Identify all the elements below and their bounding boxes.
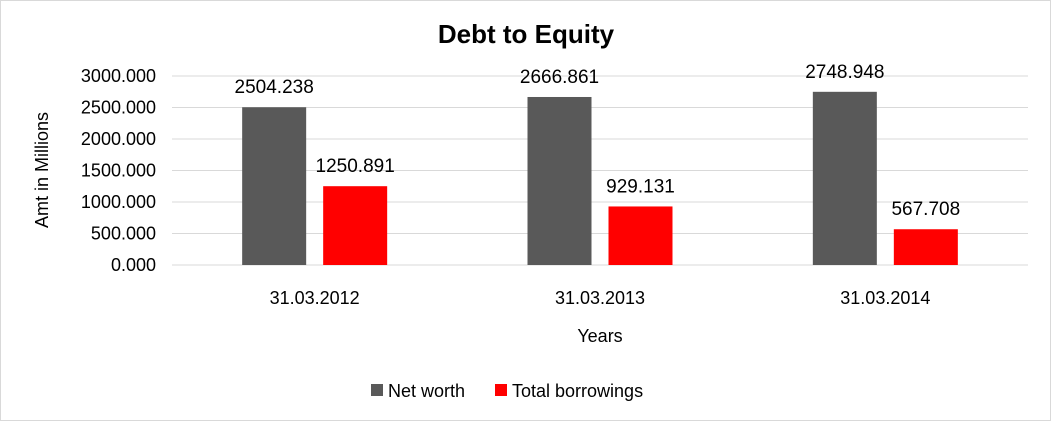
legend: Net worth Total borrowings: [371, 381, 643, 401]
bar-total-borrowings: [323, 186, 388, 265]
bar-net-worth: [527, 96, 592, 265]
data-label: 567.708: [891, 199, 960, 220]
data-label: 2666.861: [520, 67, 599, 88]
bar-net-worth: [242, 107, 307, 266]
bar-net-worth: [812, 91, 877, 265]
y-tick-label: 3000.000: [81, 66, 156, 86]
legend-swatch: [371, 384, 383, 396]
y-tick-label: 1000.000: [81, 192, 156, 212]
chart-title: Debt to Equity: [438, 19, 615, 49]
y-tick-label: 500.000: [91, 224, 156, 244]
y-axis-ticks: 0.000 500.000 1000.000 1500.000 2000.000 2500…: [81, 66, 156, 275]
legend-swatch: [495, 384, 507, 396]
y-axis-label: Amt in Millions: [32, 112, 52, 228]
x-axis-ticks: 31.03.2012 31.03.2013 31.03.2014: [270, 288, 931, 308]
data-label: 1250.891: [316, 156, 395, 177]
data-labels: 2504.238 1250.891 2666.861 929.131 2748.948 5…: [235, 62, 961, 220]
y-tick-label: 0.000: [111, 255, 156, 275]
x-tick-label: 31.03.2013: [555, 288, 645, 308]
bar-total-borrowings: [608, 206, 673, 265]
x-axis-label: Years: [577, 326, 622, 346]
x-tick-label: 31.03.2014: [840, 288, 930, 308]
y-tick-label: 2000.000: [81, 129, 156, 149]
legend-label: Net worth: [388, 381, 465, 401]
x-tick-label: 31.03.2012: [270, 288, 360, 308]
gridlines: [172, 75, 1028, 266]
data-label: 2504.238: [235, 77, 314, 98]
y-tick-label: 2500.000: [81, 98, 156, 118]
data-label: 929.131: [606, 176, 675, 197]
legend-label: Total borrowings: [512, 381, 643, 401]
data-label: 2748.948: [805, 62, 884, 83]
y-tick-label: 1500.000: [81, 161, 156, 181]
bar-total-borrowings: [893, 229, 958, 265]
bars: [242, 91, 958, 266]
